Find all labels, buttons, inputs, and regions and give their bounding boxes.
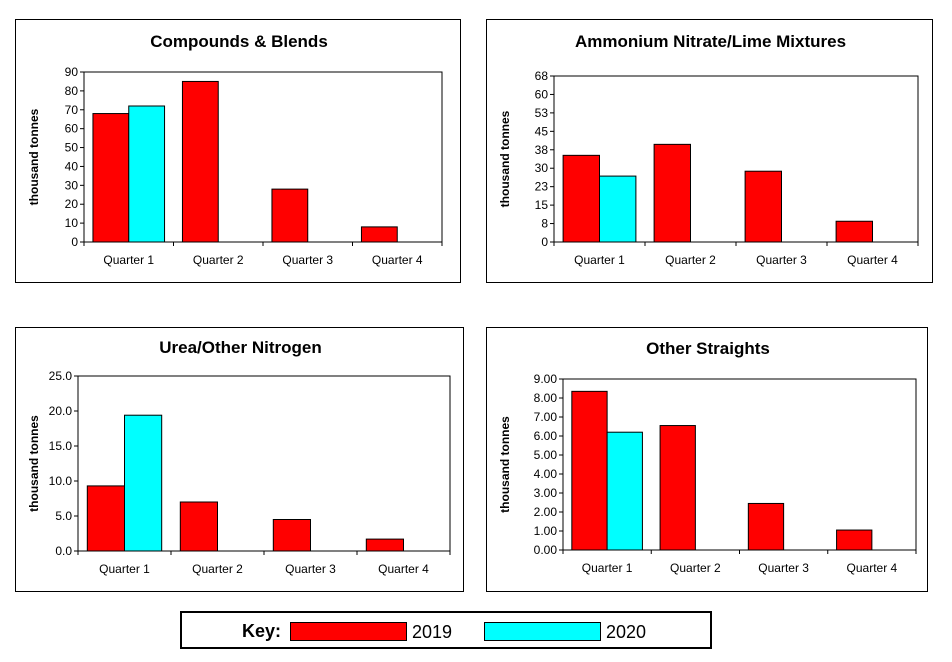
y-tick-label: 25.0 [49, 369, 73, 383]
x-tick-label: Quarter 4 [372, 253, 423, 267]
bar-compounds-blends-quarter-2-2019 [181, 80, 219, 243]
x-tick-label: Quarter 2 [193, 253, 244, 267]
y-axis-label: thousand tonnes [27, 415, 41, 512]
y-tick-label: 8 [541, 217, 548, 231]
bar-ammonium-nitrate-lime-mixtures-quarter-4-2019 [835, 220, 874, 243]
y-tick-label: 10 [65, 216, 79, 230]
bar-compounds-blends-quarter-3-2019 [271, 188, 309, 243]
y-tick-label: 0 [541, 235, 548, 249]
y-tick-label: 8.00 [534, 391, 558, 405]
y-tick-label: 15 [535, 198, 549, 212]
y-tick-label: 30 [65, 178, 79, 192]
y-tick-label: 0.00 [534, 543, 558, 557]
bar-urea-other-nitrogen-quarter-1-2019 [86, 485, 126, 552]
y-tick-label: 23 [535, 180, 549, 194]
x-tick-label: Quarter 2 [665, 253, 716, 267]
chart-compounds-blends: Compounds & Blends thousand tonnes 0 10 20 30… [27, 32, 443, 267]
y-axis-label: thousand tonnes [498, 110, 512, 207]
x-tick-label: Quarter 1 [582, 561, 633, 575]
x-tick-label: Quarter 1 [103, 253, 154, 267]
bar-other-straights-quarter-1-2020 [606, 431, 643, 551]
y-tick-label: 15.0 [49, 439, 73, 453]
x-tick-label: Quarter 3 [756, 253, 807, 267]
y-tick-label: 0.0 [55, 544, 72, 558]
chart-title: Other Straights [646, 339, 770, 358]
y-tick-label: 10.0 [49, 474, 73, 488]
bar-ammonium-nitrate-lime-mixtures-quarter-1-2019 [562, 154, 600, 243]
legend-swatch-2019 [290, 622, 407, 641]
legend-key: Key: 2019 2020 [180, 611, 712, 649]
x-tick-label: Quarter 4 [847, 561, 898, 575]
bar-compounds-blends-quarter-1-2019 [92, 113, 130, 243]
x-tick-label: Quarter 3 [758, 561, 809, 575]
legend-label-2020: 2020 [606, 622, 647, 642]
y-tick-label: 60 [535, 87, 549, 101]
y-axis-label: thousand tonnes [498, 416, 512, 513]
bar-urea-other-nitrogen-quarter-2-2019 [179, 501, 219, 552]
y-tick-label: 7.00 [534, 410, 558, 424]
y-tick-label: 80 [65, 84, 79, 98]
chart-title: Urea/Other Nitrogen [159, 338, 321, 357]
x-tick-label: Quarter 1 [574, 253, 625, 267]
y-tick-label: 70 [65, 103, 79, 117]
bar-compounds-blends-quarter-4-2019 [360, 226, 398, 243]
legend-swatch-2020 [484, 622, 601, 641]
chart-panel-ammonium-nitrate: Ammonium Nitrate/Lime Mixtures thousand t… [486, 19, 933, 283]
chart-panel-other-straights: Other Straights thousand tonnes 0.00 1.00 2.… [486, 327, 928, 592]
y-tick-label: 40 [65, 159, 79, 173]
y-tick-label: 50 [65, 141, 79, 155]
y-tick-label: 30 [535, 161, 549, 175]
legend-label-2019: 2019 [412, 622, 453, 642]
y-tick-label: 1.00 [534, 524, 558, 538]
x-tick-label: Quarter 4 [378, 562, 429, 576]
y-tick-label: 6.00 [534, 429, 558, 443]
bar-urea-other-nitrogen-quarter-4-2019 [365, 538, 404, 552]
x-tick-label: Quarter 2 [670, 561, 721, 575]
chart-title: Compounds & Blends [150, 32, 328, 51]
y-tick-label: 4.00 [534, 467, 558, 481]
bar-ammonium-nitrate-lime-mixtures-quarter-2-2019 [653, 143, 692, 243]
y-tick-label: 60 [65, 122, 79, 136]
x-tick-label: Quarter 4 [847, 253, 898, 267]
bar-urea-other-nitrogen-quarter-3-2019 [272, 519, 311, 552]
y-tick-label: 5.0 [55, 509, 72, 523]
x-tick-label: Quarter 1 [99, 562, 150, 576]
chart-urea-other-nitrogen: Urea/Other Nitrogen thousand tonnes 0.0 5.0… [27, 338, 451, 576]
y-tick-label: 5.00 [534, 448, 558, 462]
y-axis-label: thousand tonnes [27, 108, 41, 205]
y-tick-label: 68 [535, 69, 549, 83]
y-tick-label: 3.00 [534, 486, 558, 500]
y-tick-label: 20 [65, 197, 79, 211]
bar-ammonium-nitrate-lime-mixtures-quarter-1-2020 [599, 175, 637, 243]
bar-other-straights-quarter-2-2019 [659, 425, 696, 551]
bar-other-straights-quarter-1-2019 [571, 390, 608, 551]
x-tick-label: Quarter 3 [285, 562, 336, 576]
y-tick-label: 45 [535, 124, 549, 138]
bar-urea-other-nitrogen-quarter-1-2020 [124, 414, 163, 552]
chart-other-straights: Other Straights thousand tonnes 0.00 1.00 2.… [498, 339, 917, 575]
chart-panel-compounds-blends: Compounds & Blends thousand tonnes 0 10 20 30… [15, 19, 461, 283]
y-tick-label: 53 [535, 106, 549, 120]
chart-ammonium-nitrate: Ammonium Nitrate/Lime Mixtures thousand t… [498, 32, 919, 267]
y-tick-label: 9.00 [534, 372, 558, 386]
chart-title: Ammonium Nitrate/Lime Mixtures [575, 32, 846, 51]
y-tick-label: 20.0 [49, 404, 73, 418]
x-tick-label: Quarter 2 [192, 562, 243, 576]
chart-panel-urea-other-nitrogen: Urea/Other Nitrogen thousand tonnes 0.0 5.0… [15, 327, 464, 592]
y-tick-label: 90 [65, 65, 79, 79]
bar-ammonium-nitrate-lime-mixtures-quarter-3-2019 [744, 170, 783, 243]
bar-other-straights-quarter-4-2019 [836, 529, 873, 551]
key-label: Key: [242, 621, 282, 641]
y-tick-label: 2.00 [534, 505, 558, 519]
y-tick-label: 38 [535, 143, 549, 157]
y-tick-label: 0 [71, 235, 78, 249]
bar-compounds-blends-quarter-1-2020 [128, 105, 166, 243]
bar-other-straights-quarter-3-2019 [747, 502, 785, 551]
x-tick-label: Quarter 3 [282, 253, 333, 267]
